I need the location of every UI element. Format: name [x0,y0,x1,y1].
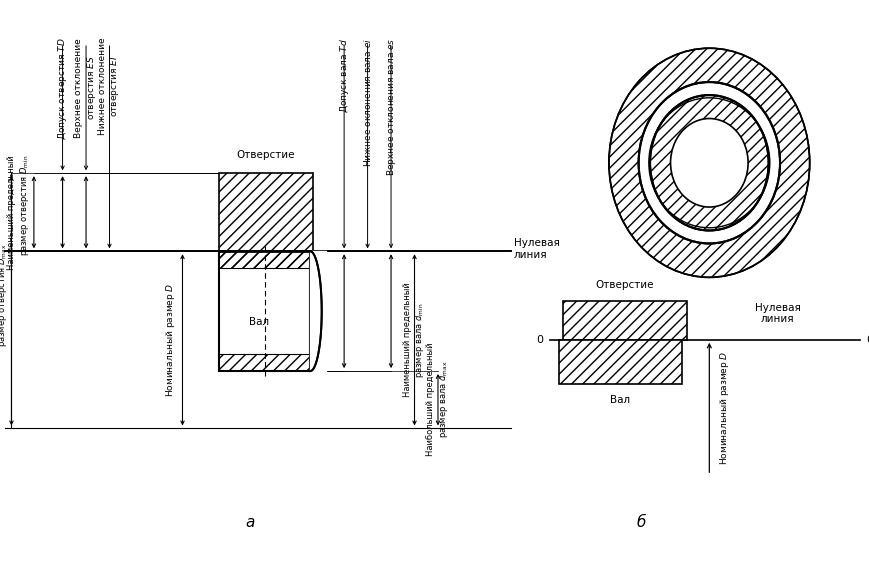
Text: Нулевая
линия: Нулевая линия [755,303,800,324]
Bar [219,173,313,251]
Text: б: б [636,514,646,530]
Text: Верхнее отклонения вала $es$: Верхнее отклонения вала $es$ [385,38,397,176]
Bar [219,173,313,251]
Text: Допуск отверстия $TD$: Допуск отверстия $TD$ [56,38,69,140]
Text: Допуск вала $Td$: Допуск вала $Td$ [338,38,350,113]
Text: Вал: Вал [249,316,269,327]
Circle shape [671,118,748,207]
Bar [219,354,310,371]
Text: 0: 0 [866,335,869,345]
Bar [559,340,682,384]
Bar [559,340,682,384]
Bar [219,251,310,268]
Text: Нулевая
линия: Нулевая линия [514,238,560,259]
Bar [563,301,687,340]
Circle shape [609,48,810,277]
Text: Отверстие: Отверстие [236,150,295,160]
Text: Вал: Вал [610,395,630,405]
Bar [563,301,687,340]
Text: Верхнее отклонение
отверстия $ES$: Верхнее отклонение отверстия $ES$ [74,38,98,138]
Text: Наибольший предельный
размер вала $d_{\mathrm{max}}$: Наибольший предельный размер вала $d_{\m… [426,343,450,456]
Bar [219,251,310,268]
Circle shape [639,82,780,243]
Text: Номинальный размер $D$: Номинальный размер $D$ [718,350,731,465]
Text: а: а [246,514,255,530]
Text: Наибольший предельный
размер отверстия $D_{\mathrm{max}}$: Наибольший предельный размер отверстия $… [0,244,9,358]
Text: Наименьший предельный
размер отверстия $D_{\mathrm{min}}$: Наименьший предельный размер отверстия $… [8,155,31,269]
Text: Наименьший предельный
размер вала $d_{\mathrm{min}}$: Наименьший предельный размер вала $d_{\m… [402,282,427,397]
Text: Нижнее отклонение
отверстия $EI$: Нижнее отклонение отверстия $EI$ [97,38,122,135]
Bar [219,251,310,371]
Text: 0: 0 [536,335,543,345]
Circle shape [650,95,768,230]
Text: Нижнее оклонения вала $ei$: Нижнее оклонения вала $ei$ [362,38,373,167]
Text: Отверстие: Отверстие [595,280,654,290]
Text: Номинальный размер $D$: Номинальный размер $D$ [164,282,177,397]
